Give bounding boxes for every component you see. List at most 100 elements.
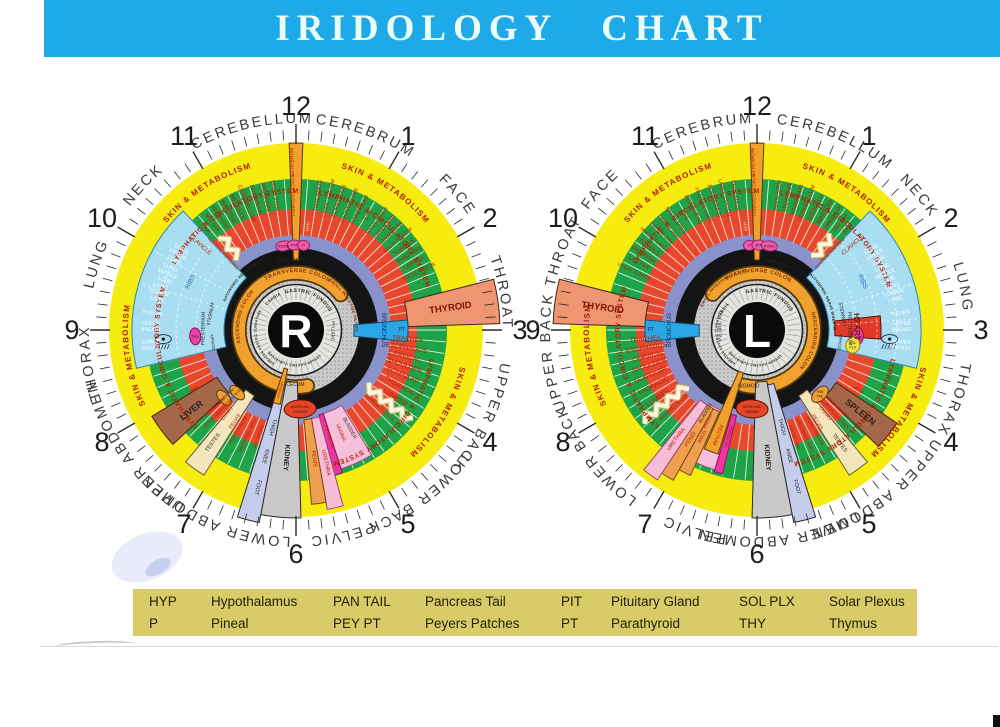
svg-text:APPENDIX: APPENDIX — [276, 381, 285, 400]
svg-text:THIGH: THIGH — [267, 418, 277, 436]
legend-term-pineal: Pineal — [211, 615, 249, 631]
legend-abbr-hyp: HYP — [149, 594, 177, 610]
svg-text:HIP: HIP — [794, 441, 801, 450]
svg-text:7: 7 — [176, 509, 191, 539]
svg-text:PRESTERNUM: PRESTERNUM — [200, 312, 207, 346]
svg-text:11: 11 — [170, 121, 198, 151]
svg-text:KNEE: KNEE — [784, 448, 794, 464]
svg-text:URETHRA: URETHRA — [320, 449, 332, 477]
svg-text:PIT: PIT — [291, 243, 298, 248]
svg-text:12: 12 — [742, 91, 772, 121]
spine-zigzag — [218, 235, 241, 261]
iris-letter: L — [743, 305, 771, 357]
svg-text:6: 6 — [749, 539, 764, 569]
svg-text:PONS: PONS — [764, 243, 776, 248]
legend-abbr-p: P — [149, 615, 159, 631]
svg-text:ARM: ARM — [188, 385, 201, 396]
svg-text:PELVIC: PELVIC — [308, 519, 376, 549]
svg-text:LOWER: LOWER — [892, 338, 911, 346]
pupil — [268, 302, 324, 358]
svg-text:11: 11 — [631, 121, 659, 151]
svg-text:EYE: EYE — [363, 209, 374, 222]
tick-layer — [551, 124, 963, 536]
svg-text:LUNG: LUNG — [81, 237, 112, 290]
svg-text:CORPUS CALLOSUM: CORPUS CALLOSUM — [290, 173, 296, 216]
right-iris-chart: R NECK CEREBELLUM CEREBRUM FACE THROAT UPPER B… — [46, 80, 546, 580]
svg-text:5: 5 — [400, 509, 415, 539]
svg-text:CEREBRUM: CEREBRUM — [289, 148, 296, 177]
legend-term-parathyroid: Parathyroid — [611, 615, 681, 631]
svg-text:LUNG: LUNG — [162, 262, 178, 274]
gland-marker-layer — [189, 239, 317, 419]
svg-text:BRAIN STEM: BRAIN STEM — [269, 180, 280, 211]
colon-band — [704, 265, 822, 395]
svg-text:THALAMUS: THALAMUS — [313, 180, 324, 212]
svg-text:PENIS: PENIS — [310, 450, 318, 467]
svg-text:2: 2 — [943, 203, 958, 233]
svg-text:2: 2 — [482, 203, 497, 233]
svg-text:10: 10 — [548, 203, 578, 233]
svg-text:PERINEUM: PERINEUM — [723, 425, 734, 448]
svg-text:LOBE: LOBE — [888, 295, 904, 305]
svg-text:UPPER: UPPER — [893, 321, 911, 327]
legend-term-pituitary-gland: Pituitary Gland — [611, 594, 700, 610]
svg-text:7: 7 — [637, 509, 652, 539]
pupil — [729, 302, 785, 358]
svg-text:PLEURA: PLEURA — [890, 309, 911, 317]
svg-text:LUNG: LUNG — [949, 260, 975, 313]
svg-text:PAN: PAN — [817, 390, 824, 394]
svg-text:GRAND: GRAND — [293, 409, 308, 414]
legend-term-peyers-patches: Peyers Patches — [425, 615, 520, 631]
svg-text:THALAMUS: THALAMUS — [729, 180, 740, 212]
svg-text:3: 3 — [973, 315, 988, 345]
svg-text:12: 12 — [281, 91, 311, 121]
legend-abbr-thy: THY — [739, 615, 766, 631]
tick-layer — [90, 124, 502, 536]
svg-text:LUNG: LUNG — [875, 262, 891, 274]
svg-text:KIDNEY: KIDNEY — [763, 444, 772, 471]
svg-text:4: 4 — [943, 427, 958, 457]
svg-text:GRAND: GRAND — [745, 409, 760, 414]
svg-text:THORAX: THORAX — [77, 325, 105, 403]
svg-text:PYLORIC: PYLORIC — [717, 320, 723, 341]
svg-text:LOWER: LOWER — [148, 288, 169, 299]
organ-wedge-layer — [131, 142, 501, 524]
title-bar: IRIDOLOGY CHART — [44, 0, 1000, 57]
svg-text:BREAST: BREAST — [142, 344, 163, 352]
svg-text:HIP: HIP — [252, 441, 259, 450]
svg-text:LOBE: LOBE — [149, 295, 165, 305]
svg-text:LOWER: LOWER — [884, 288, 905, 299]
svg-text:KNEE: KNEE — [260, 448, 269, 464]
svg-text:PLEURA: PLEURA — [143, 309, 164, 317]
svg-text:P: P — [302, 243, 305, 248]
svg-text:GROIN: GROIN — [255, 424, 265, 440]
svg-text:SOL: SOL — [849, 341, 856, 345]
svg-text:HEART: HEART — [852, 313, 862, 341]
svg-text:PT: PT — [648, 327, 654, 333]
svg-text:CECUM: CECUM — [286, 382, 304, 388]
legend-abbr-pit: PIT — [561, 594, 583, 610]
svg-text:9: 9 — [64, 315, 79, 345]
svg-text:KIDNEY: KIDNEY — [281, 444, 290, 471]
svg-text:PYLORIC: PYLORIC — [330, 321, 336, 342]
svg-text:UPPER: UPPER — [142, 321, 160, 327]
legend-term-hypothalamus: Hypothalamus — [211, 594, 298, 610]
svg-text:MESENTERY: MESENTERY — [277, 258, 304, 264]
svg-text:BREAST: BREAST — [141, 327, 161, 333]
svg-text:5: 5 — [861, 509, 876, 539]
svg-text:SIGMOID: SIGMOID — [738, 383, 760, 389]
svg-text:BRONCHUS: BRONCHUS — [380, 313, 386, 347]
legend-term-thymus: Thymus — [829, 615, 878, 631]
svg-text:EYE: EYE — [678, 209, 689, 222]
svg-text:PIT: PIT — [756, 243, 763, 248]
svg-text:GROIN: GROIN — [788, 424, 798, 440]
legend-term-pancreas-tail: Pancreas Tail — [425, 594, 506, 610]
gland-marker-layer — [735, 239, 864, 419]
svg-text:TRACHEA: TRACHEA — [630, 335, 662, 345]
svg-text:HYP: HYP — [305, 222, 311, 232]
